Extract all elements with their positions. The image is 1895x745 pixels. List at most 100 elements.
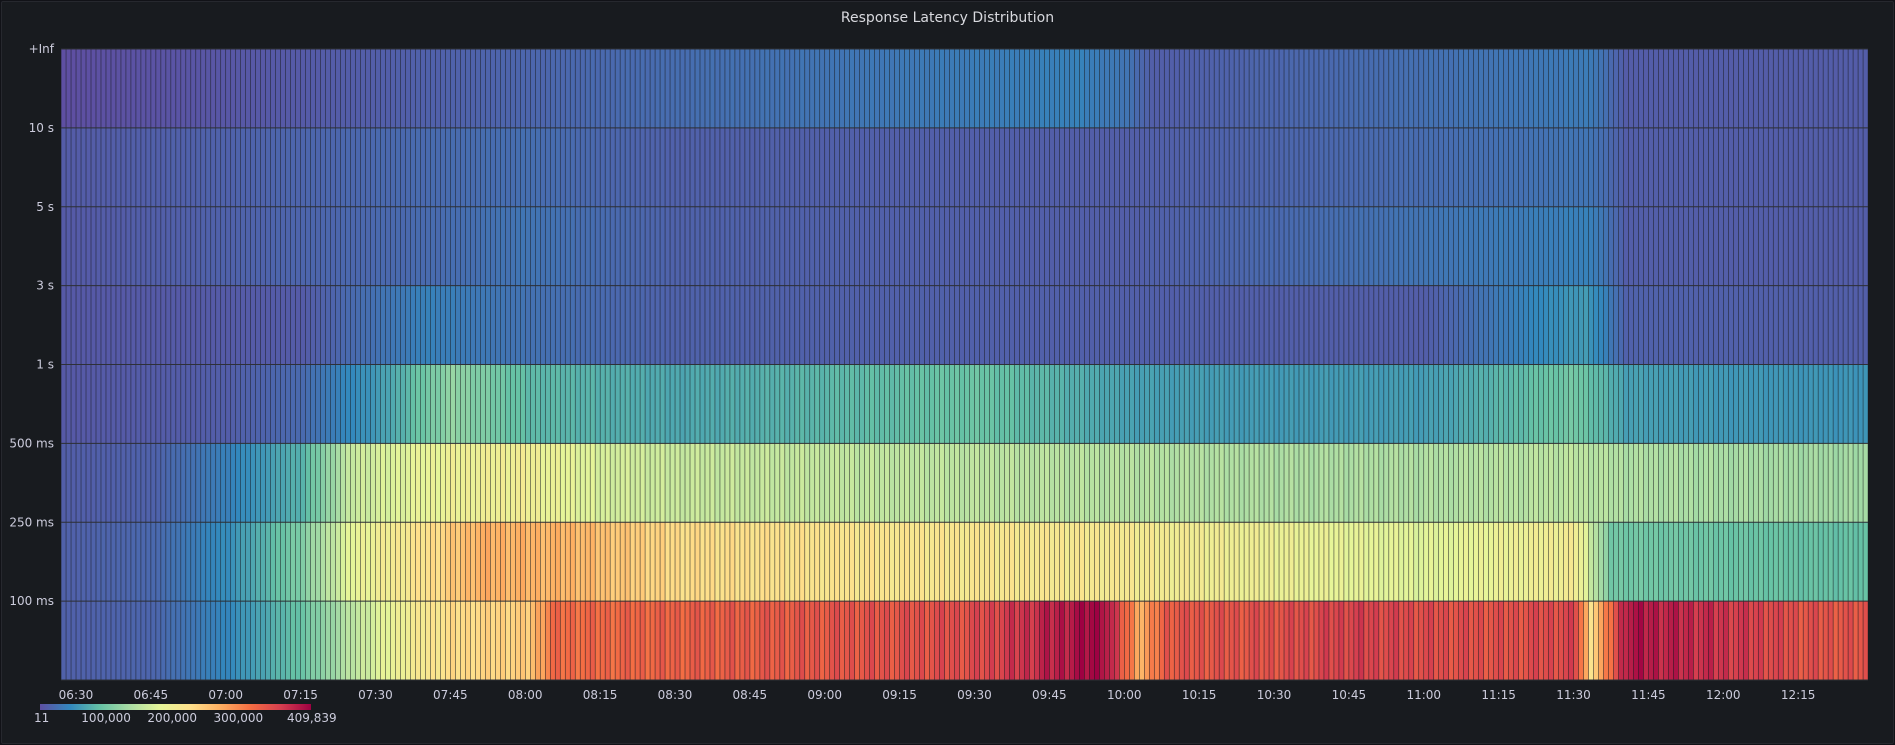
heatmap-cell — [849, 286, 855, 365]
heatmap-cell — [250, 522, 256, 601]
heatmap-cell — [805, 207, 810, 286]
heatmap-cell — [545, 522, 550, 601]
heatmap-cell — [515, 207, 521, 286]
heatmap-cell — [1773, 601, 1778, 680]
heatmap-cell — [1753, 286, 1758, 365]
heatmap-cell — [1259, 207, 1264, 286]
heatmap-cell — [1503, 207, 1509, 286]
heatmap-cell — [830, 286, 835, 365]
heatmap-cell — [360, 49, 366, 128]
heatmap-cell — [1463, 365, 1469, 443]
heatmap-cell — [1139, 128, 1144, 207]
heatmap-cell — [954, 286, 960, 365]
heatmap-cell — [1528, 49, 1534, 128]
heatmap-cell — [725, 601, 730, 680]
heatmap-cell — [201, 128, 206, 207]
heatmap-cell — [680, 365, 685, 443]
heatmap-cell — [1558, 601, 1564, 680]
heatmap-cell — [1409, 286, 1414, 365]
heatmap-cell — [1199, 286, 1204, 365]
heatmap-cell — [1299, 365, 1304, 443]
heatmap-cell — [1204, 522, 1209, 601]
heatmap-cell — [440, 207, 446, 286]
heatmap-cell — [984, 365, 990, 443]
heatmap-cell — [1059, 601, 1065, 680]
heatmap-cell — [420, 601, 426, 680]
heatmap-cell — [1498, 522, 1504, 601]
heatmap-cell — [859, 49, 865, 128]
heatmap-cell — [325, 443, 331, 522]
heatmap-cell — [1483, 443, 1489, 522]
heatmap-cell — [835, 522, 840, 601]
heatmap-cell — [285, 49, 291, 128]
heatmap-cell — [1359, 601, 1364, 680]
heatmap-cell — [974, 443, 980, 522]
heatmap-cell — [295, 443, 301, 522]
heatmap-cell — [805, 128, 810, 207]
heatmap-cell — [1279, 286, 1284, 365]
heatmap-cell — [191, 443, 196, 522]
heatmap-cell — [1369, 601, 1374, 680]
heatmap-cell — [1339, 128, 1344, 207]
heatmap-cell — [1723, 207, 1729, 286]
heatmap-cell — [695, 365, 700, 443]
heatmap-cell — [295, 286, 301, 365]
heatmap-cell — [879, 207, 885, 286]
heatmap-cell — [645, 207, 650, 286]
heatmap-cell — [1019, 128, 1025, 207]
heatmap-cell — [1284, 443, 1289, 522]
heatmap-cell — [615, 49, 620, 128]
heatmap-cell — [1249, 601, 1254, 680]
heatmap-cell — [245, 443, 251, 522]
heatmap-cell — [1164, 365, 1169, 443]
heatmap-cell — [1409, 49, 1414, 128]
heatmap-cell — [1848, 49, 1853, 128]
heatmap-cell — [435, 443, 441, 522]
heatmap-cell — [1414, 443, 1419, 522]
heatmap-cell — [1329, 522, 1334, 601]
heatmap-cell — [1493, 601, 1499, 680]
heatmap-cell — [919, 207, 925, 286]
heatmap-cell — [400, 49, 406, 128]
heatmap-cell — [245, 128, 251, 207]
heatmap-cell — [545, 207, 550, 286]
heatmap-cell — [151, 443, 156, 522]
heatmap-cell — [899, 286, 905, 365]
y-tick-label: 1 s — [36, 358, 54, 372]
heatmap-cell — [535, 286, 540, 365]
heatmap-cell — [151, 286, 156, 365]
heatmap-cell — [1139, 207, 1144, 286]
heatmap-cell — [1693, 522, 1699, 601]
heatmap-cell — [1478, 601, 1484, 680]
heatmap-cell — [106, 522, 111, 601]
heatmap-cell — [1154, 601, 1159, 680]
heatmap-cell — [181, 49, 186, 128]
heatmap-cell — [1688, 286, 1694, 365]
heatmap-cell — [994, 443, 1000, 522]
heatmap-cell — [974, 128, 980, 207]
heatmap-cell — [500, 443, 506, 522]
heatmap-cell — [191, 49, 196, 128]
heatmap-cell — [1793, 286, 1798, 365]
heatmap-cell — [755, 207, 760, 286]
heatmap-cell — [1134, 601, 1140, 680]
heatmap-cell — [1538, 365, 1544, 443]
heatmap-cell — [1094, 365, 1100, 443]
heatmap-cell — [849, 522, 855, 601]
heatmap-cell — [590, 286, 595, 365]
heatmap-cell — [570, 49, 575, 128]
heatmap-cell — [1628, 365, 1634, 443]
heatmap-cell — [300, 365, 306, 443]
heatmap-cell — [1159, 601, 1164, 680]
heatmap-cell — [410, 207, 416, 286]
x-tick-label: 07:30 — [358, 688, 393, 702]
heatmap-cell — [305, 522, 311, 601]
heatmap-cell — [919, 128, 925, 207]
heatmap-cell — [1568, 601, 1574, 680]
heatmap-cell — [515, 128, 521, 207]
heatmap-cell — [1618, 443, 1624, 522]
heatmap-cell — [415, 207, 421, 286]
heatmap-cell — [201, 207, 206, 286]
heatmap-cell — [1723, 365, 1729, 443]
heatmap-cell — [420, 522, 426, 601]
